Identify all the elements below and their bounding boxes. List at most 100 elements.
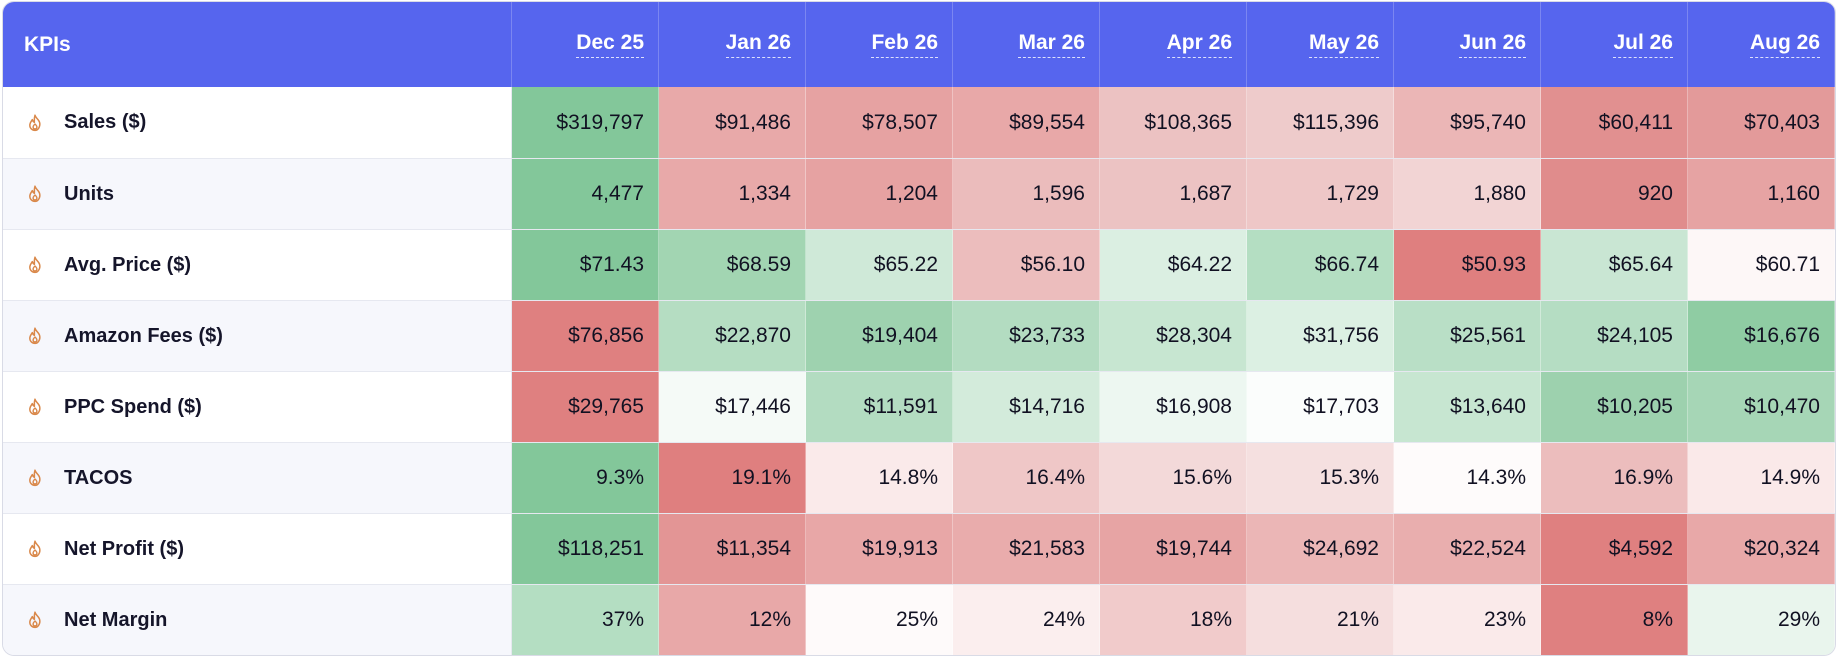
kpi-row-label[interactable]: Net Profit ($) — [3, 514, 512, 584]
table-cell: $24,105 — [1541, 301, 1688, 371]
table-cell: 14.8% — [806, 443, 953, 513]
month-header-dec-25[interactable]: Dec 25 — [512, 2, 659, 87]
kpi-row-label[interactable]: PPC Spend ($) — [3, 372, 512, 442]
table-cell: $319,797 — [512, 87, 659, 158]
month-header-aug-26[interactable]: Aug 26 — [1688, 2, 1835, 87]
table-cell: $64.22 — [1100, 230, 1247, 300]
month-header-may-26[interactable]: May 26 — [1247, 2, 1394, 87]
table-cell: 12% — [659, 585, 806, 655]
table-cell: $89,554 — [953, 87, 1100, 158]
table-cell: $60.71 — [1688, 230, 1835, 300]
table-cell: $50.93 — [1394, 230, 1541, 300]
kpi-name: Net Margin — [64, 608, 168, 631]
table-cell: $19,913 — [806, 514, 953, 584]
table-header-row: KPIs Dec 25 Jan 26 Feb 26 Mar 26 Apr 26 … — [3, 2, 1835, 87]
month-header-mar-26[interactable]: Mar 26 — [953, 2, 1100, 87]
table-cell: $78,507 — [806, 87, 953, 158]
kpi-name: Avg. Price ($) — [64, 253, 192, 276]
table-cell: $65.64 — [1541, 230, 1688, 300]
kpi-column-header: KPIs — [3, 2, 512, 87]
table-cell: 1,880 — [1394, 159, 1541, 229]
table-cell: $70,403 — [1688, 87, 1835, 158]
month-header-jul-26[interactable]: Jul 26 — [1541, 2, 1688, 87]
table-cell: 25% — [806, 585, 953, 655]
table-cell: 29% — [1688, 585, 1835, 655]
table-cell: 14.9% — [1688, 443, 1835, 513]
flame-icon — [25, 610, 45, 630]
month-header-label: Apr 26 — [1166, 31, 1232, 58]
table-cell: 1,687 — [1100, 159, 1247, 229]
table-cell: $22,870 — [659, 301, 806, 371]
table-cell: $60,411 — [1541, 87, 1688, 158]
kpi-name: Units — [64, 182, 114, 205]
table-cell: $95,740 — [1394, 87, 1541, 158]
month-header-label: Aug 26 — [1749, 31, 1820, 58]
table-cell: $13,640 — [1394, 372, 1541, 442]
table-cell: $115,396 — [1247, 87, 1394, 158]
table-cell: $71.43 — [512, 230, 659, 300]
table-cell: $118,251 — [512, 514, 659, 584]
flame-icon — [25, 326, 45, 346]
table-cell: $24,692 — [1247, 514, 1394, 584]
table-row: Net Margin 37% 12% 25% 24% 18% 21% 23% 8% 29% — [3, 584, 1835, 655]
table-cell: 21% — [1247, 585, 1394, 655]
table-cell: $56.10 — [953, 230, 1100, 300]
table-cell: $4,592 — [1541, 514, 1688, 584]
month-header-feb-26[interactable]: Feb 26 — [806, 2, 953, 87]
month-header-jun-26[interactable]: Jun 26 — [1394, 2, 1541, 87]
kpi-row-label[interactable]: Net Margin — [3, 585, 512, 655]
table-row: Avg. Price ($) $71.43 $68.59 $65.22 $56.10 $6… — [3, 229, 1835, 300]
table-cell: 15.6% — [1100, 443, 1247, 513]
table-cell: 18% — [1100, 585, 1247, 655]
table-cell: $29,765 — [512, 372, 659, 442]
kpi-row-label[interactable]: TACOS — [3, 443, 512, 513]
table-cell: $22,524 — [1394, 514, 1541, 584]
table-cell: $21,583 — [953, 514, 1100, 584]
table-cell: $10,205 — [1541, 372, 1688, 442]
table-cell: $108,365 — [1100, 87, 1247, 158]
month-header-label: Jul 26 — [1613, 31, 1673, 58]
table-cell: $68.59 — [659, 230, 806, 300]
table-cell: 1,160 — [1688, 159, 1835, 229]
kpi-name: TACOS — [64, 466, 133, 489]
table-cell: $17,446 — [659, 372, 806, 442]
month-header-label: Dec 25 — [576, 31, 644, 58]
table-cell: $17,703 — [1247, 372, 1394, 442]
table-cell: $23,733 — [953, 301, 1100, 371]
table-row: PPC Spend ($) $29,765 $17,446 $11,591 $14,71… — [3, 371, 1835, 442]
kpi-row-label[interactable]: Sales ($) — [3, 87, 512, 158]
month-header-label: Mar 26 — [1018, 31, 1085, 58]
month-header-label: Feb 26 — [871, 31, 938, 58]
table-cell: 23% — [1394, 585, 1541, 655]
kpi-name: Sales ($) — [64, 111, 147, 133]
table-cell: $16,908 — [1100, 372, 1247, 442]
table-cell: $28,304 — [1100, 301, 1247, 371]
table-cell: 15.3% — [1247, 443, 1394, 513]
table-cell: 8% — [1541, 585, 1688, 655]
table-cell: 1,204 — [806, 159, 953, 229]
month-header-apr-26[interactable]: Apr 26 — [1100, 2, 1247, 87]
table-cell: $20,324 — [1688, 514, 1835, 584]
kpi-name: PPC Spend ($) — [64, 395, 202, 418]
table-cell: $10,470 — [1688, 372, 1835, 442]
flame-icon — [25, 539, 45, 559]
month-header-jan-26[interactable]: Jan 26 — [659, 2, 806, 87]
table-cell: $91,486 — [659, 87, 806, 158]
table-cell: 37% — [512, 585, 659, 655]
kpi-row-label[interactable]: Amazon Fees ($) — [3, 301, 512, 371]
flame-icon — [25, 255, 45, 275]
month-header-label: May 26 — [1308, 31, 1379, 58]
table-cell: 24% — [953, 585, 1100, 655]
kpi-row-label[interactable]: Avg. Price ($) — [3, 230, 512, 300]
table-cell: 1,334 — [659, 159, 806, 229]
month-header-label: Jan 26 — [725, 31, 791, 58]
table-row: Amazon Fees ($) $76,856 $22,870 $19,404 $23,… — [3, 300, 1835, 371]
table-cell: 920 — [1541, 159, 1688, 229]
table-cell: $19,404 — [806, 301, 953, 371]
kpi-row-label[interactable]: Units — [3, 159, 512, 229]
table-cell: 4,477 — [512, 159, 659, 229]
table-cell: $19,744 — [1100, 514, 1247, 584]
table-row: Sales ($) $319,797 $91,486 $78,507 $89,554 $1… — [3, 87, 1835, 158]
table-cell: 14.3% — [1394, 443, 1541, 513]
